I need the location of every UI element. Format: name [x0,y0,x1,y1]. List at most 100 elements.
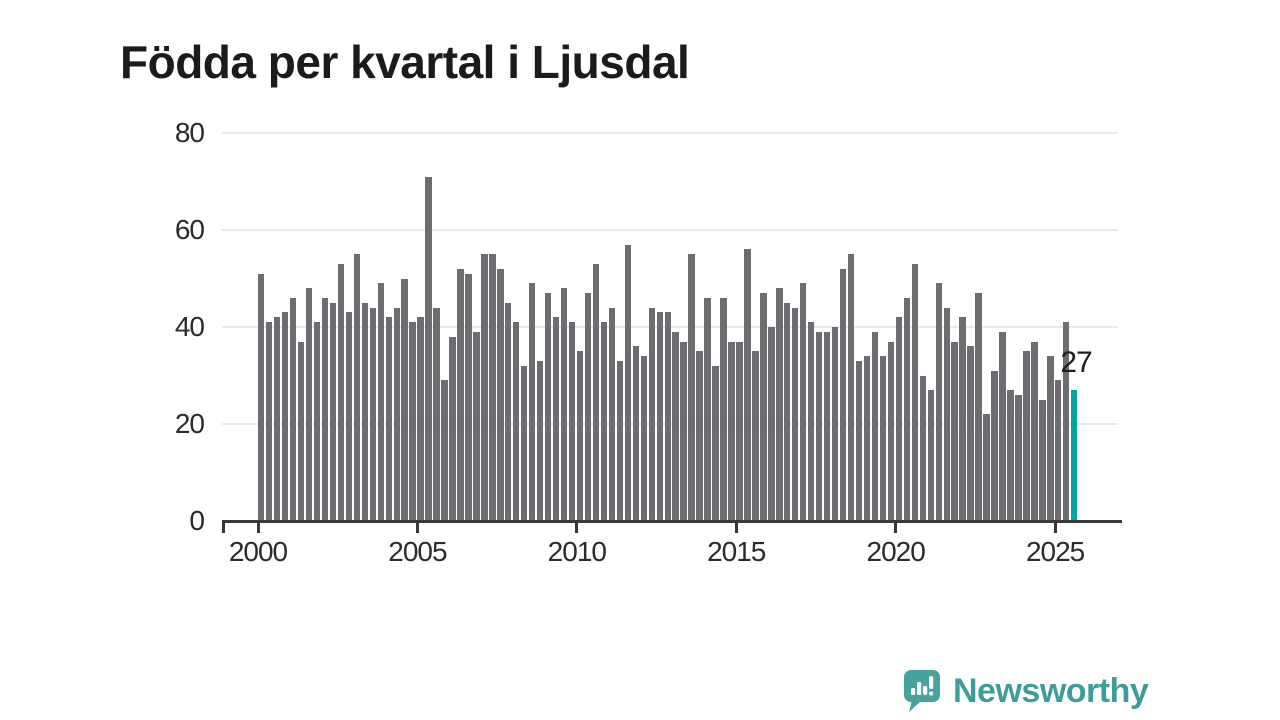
bar [815,331,823,521]
bar [991,370,998,521]
bar [760,293,767,521]
bar [999,331,1006,521]
bar [903,297,911,521]
bar [592,263,600,521]
bar [768,327,775,521]
x-axis-tick [575,522,579,533]
gridline [222,132,1118,134]
bar [871,331,879,521]
bar [951,341,958,521]
bar [576,351,584,521]
bar [656,312,663,521]
y-axis-tick-label: 60 [174,214,205,245]
bar [863,356,871,521]
bar [616,360,624,521]
bar [560,288,568,521]
bar [417,317,424,521]
bar [696,351,703,521]
y-axis-tick-label: 80 [174,117,205,148]
bar [297,341,305,521]
bar [752,351,759,521]
bar [704,297,711,521]
page-title: Födda per kvartal i Ljusdal [120,35,690,88]
bar [369,307,376,521]
x-axis-tick-label: 2010 [547,536,607,567]
bar [800,283,807,521]
bar [720,297,727,521]
bar [584,293,592,521]
bar [544,293,552,521]
bar [911,263,918,521]
bar [855,360,863,521]
x-axis-tick [894,522,898,533]
bar [776,288,783,521]
bar [313,322,321,521]
bar [433,307,440,521]
bar [600,322,608,521]
newsworthy-logo: Newsworthy [902,668,1149,714]
bar [1031,341,1038,521]
bar [361,302,368,521]
bar [329,302,337,521]
bar [473,331,480,521]
bar [823,331,831,521]
gridline [222,229,1118,231]
bar [919,375,926,521]
bar [449,336,456,521]
bar [457,268,464,521]
bar [712,365,719,521]
bar [441,380,448,521]
bar [393,307,400,521]
x-axis-tick-label: 2015 [707,536,766,567]
bar [465,273,472,521]
y-axis-tick-label: 20 [174,408,205,439]
bar [401,278,408,521]
bar [935,283,942,521]
bar [983,414,990,521]
bar [497,268,504,521]
bar [959,317,966,521]
x-axis-tick-label: 2025 [1025,536,1085,567]
bar [728,341,735,521]
bar [664,312,671,521]
bar [1015,394,1022,521]
x-axis-tick-label: 2000 [228,536,288,567]
bar [807,322,815,521]
x-axis-line [222,519,1122,523]
x-axis-tick-label: 2005 [388,536,447,567]
speech-bubble-chart-icon [904,670,940,712]
bar [337,263,345,521]
bar [377,283,384,521]
bar [688,254,695,521]
bar [1007,390,1014,521]
bar [258,273,265,521]
bar [784,302,791,521]
bar [289,297,297,521]
bar [425,176,432,521]
bar [680,341,687,521]
bar [273,317,281,521]
value-annotation: 27 [1060,346,1092,379]
bar [648,307,655,521]
bar [489,254,496,521]
bar [409,322,416,521]
bar [624,244,632,521]
bar [943,307,950,521]
bar [513,322,520,521]
bar [640,356,647,521]
x-axis-tick-label: 2020 [866,536,926,567]
bar [736,341,743,521]
bar [879,356,887,521]
x-axis-tick [256,522,260,533]
newsworthy-wordmark: Newsworthy [953,671,1149,710]
bar [632,346,640,521]
bar [1055,380,1062,521]
y-axis-tick-label: 40 [174,311,205,342]
bar [552,317,560,521]
bar [967,346,974,521]
bar [529,283,536,521]
bar [839,268,847,521]
bar [831,327,839,521]
bar [975,293,982,521]
